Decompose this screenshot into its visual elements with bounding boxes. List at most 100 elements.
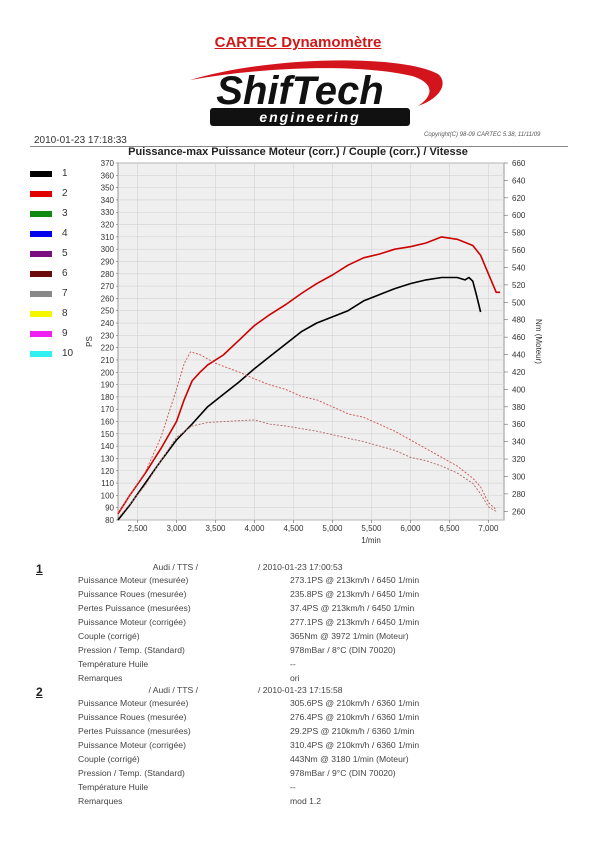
result-row: Remarques ori xyxy=(0,673,596,687)
x-tick-label: 2,500 xyxy=(127,524,148,533)
y-tick-label: 180 xyxy=(101,393,115,402)
result-label: Température Huile xyxy=(78,782,149,792)
result-label: Pertes Puissance (mesurées) xyxy=(78,726,191,736)
y2-tick-label: 340 xyxy=(512,438,526,447)
legend-label: 3 xyxy=(62,208,68,219)
result-value: 37.4PS @ 213km/h / 6450 1/min xyxy=(290,603,415,613)
result-label: Remarques xyxy=(78,673,123,683)
result-value: 365Nm @ 3972 1/min (Moteur) xyxy=(290,631,409,641)
y-tick-label: 260 xyxy=(101,294,115,303)
result-value: 29.2PS @ 210km/h / 6360 1/min xyxy=(290,726,415,736)
y-axis-label: PS xyxy=(85,336,94,347)
result-label: Pression / Temp. (Standard) xyxy=(78,645,185,655)
result-label: Couple (corrigé) xyxy=(78,631,140,641)
result-value: -- xyxy=(290,659,296,669)
result-row: Puissance Roues (mesurée) 235.8PS @ 213km… xyxy=(0,589,596,603)
result-label: Température Huile xyxy=(78,659,149,669)
legend-swatch xyxy=(30,311,52,317)
result-label: Puissance Roues (mesurée) xyxy=(78,712,187,722)
y-tick-label: 170 xyxy=(101,405,115,414)
copyright-text: Copyright(C) 98-09 CARTEC 5.38, 11/11/09 xyxy=(424,132,541,138)
y-tick-label: 220 xyxy=(101,344,115,353)
y-tick-label: 200 xyxy=(101,368,115,377)
result-row: Pertes Puissance (mesurées) 29.2PS @ 210k… xyxy=(0,726,596,740)
x-tick-label: 5,500 xyxy=(361,524,382,533)
y-tick-label: 340 xyxy=(101,196,115,205)
result-row: Pression / Temp. (Standard) 978mBar / 9°C… xyxy=(0,768,596,782)
y-tick-label: 330 xyxy=(101,208,115,217)
y-tick-label: 280 xyxy=(101,270,115,279)
result-row: Remarques mod 1.2 xyxy=(0,796,596,810)
result-label: Pertes Puissance (mesurées) xyxy=(78,603,191,613)
legend-swatch xyxy=(30,231,52,237)
y-tick-label: 160 xyxy=(101,418,115,427)
y-tick-label: 300 xyxy=(101,245,115,254)
report-datetime: 2010-01-23 17:18:33 xyxy=(34,135,127,146)
series-line-torque-1 xyxy=(117,419,497,519)
y2-tick-label: 320 xyxy=(512,455,526,464)
result-row: Température Huile -- xyxy=(0,659,596,673)
y2-tick-label: 660 xyxy=(512,159,526,168)
y2-tick-label: 640 xyxy=(512,176,526,185)
legend-swatch xyxy=(30,351,52,357)
x-tick-label: 7,000 xyxy=(478,524,499,533)
x-tick-label: 3,000 xyxy=(166,524,187,533)
y-tick-label: 240 xyxy=(101,319,115,328)
result-label: Puissance Moteur (mesurée) xyxy=(78,575,189,585)
header-divider xyxy=(30,146,568,147)
result-value: ori xyxy=(290,673,300,683)
report-title: CARTEC Dynamomètre xyxy=(214,34,382,51)
y-tick-label: 110 xyxy=(101,479,114,488)
x-tick-label: 3,500 xyxy=(205,524,226,533)
result-label: Puissance Moteur (corrigée) xyxy=(78,740,186,750)
x-axis-label: 1/min xyxy=(361,536,381,545)
result-row: Puissance Moteur (mesurée) 273.1PS @ 213k… xyxy=(0,575,596,589)
y-tick-label: 80 xyxy=(105,516,114,525)
y2-axis-label: Nm (Moteur) xyxy=(534,319,543,364)
result-label: Puissance Moteur (corrigée) xyxy=(78,617,186,627)
result-value: mod 1.2 xyxy=(290,796,322,806)
result-label: Puissance Roues (mesurée) xyxy=(78,589,187,599)
y2-tick-label: 280 xyxy=(512,490,526,499)
legend-swatch xyxy=(30,271,52,277)
y-tick-label: 310 xyxy=(101,233,115,242)
result-value: 443Nm @ 3180 1/min (Moteur) xyxy=(290,754,409,764)
legend-swatch xyxy=(30,291,52,297)
result-label: Puissance Moteur (mesurée) xyxy=(78,698,189,708)
y2-tick-label: 620 xyxy=(512,194,526,203)
x-tick-label: 4,500 xyxy=(283,524,304,533)
y2-tick-label: 420 xyxy=(512,368,526,377)
result-row: Pression / Temp. (Standard) 978mBar / 8°C… xyxy=(0,645,596,659)
shiftech-logo: ShifTech engineering xyxy=(190,60,443,126)
result-timestamp: / 2010-01-23 17:15:58 xyxy=(258,685,343,695)
result-value: 276.4PS @ 210km/h / 6360 1/min xyxy=(290,712,420,722)
legend-label: 1 xyxy=(62,168,68,179)
result-row: Couple (corrigé) 443Nm @ 3180 1/min (Mote… xyxy=(0,754,596,768)
result-row: Puissance Moteur (corrigée) 310.4PS @ 210… xyxy=(0,740,596,754)
result-value: 305.6PS @ 210km/h / 6360 1/min xyxy=(290,698,420,708)
legend-label: 7 xyxy=(62,288,68,299)
result-row: Puissance Moteur (mesurée) 305.6PS @ 210k… xyxy=(0,698,596,712)
result-label: Pression / Temp. (Standard) xyxy=(78,768,185,778)
y-tick-label: 100 xyxy=(101,491,115,500)
result-vehicle: Audi / TTS / xyxy=(152,562,198,572)
legend-label: 5 xyxy=(62,248,68,259)
result-label: Couple (corrigé) xyxy=(78,754,140,764)
legend-label: 8 xyxy=(62,308,68,319)
y-tick-label: 270 xyxy=(101,282,115,291)
y2-tick-label: 260 xyxy=(512,507,526,516)
legend-swatch xyxy=(30,331,52,337)
result-row: Pertes Puissance (mesurées) 37.4PS @ 213k… xyxy=(0,603,596,617)
y2-tick-label: 580 xyxy=(512,229,526,238)
result-value: 273.1PS @ 213km/h / 6450 1/min xyxy=(290,575,420,585)
dyno-chart: 80 90 100 110 120 130 140 150 160 170 180 190 200 210… xyxy=(85,159,543,545)
x-tick-label: 5,000 xyxy=(322,524,343,533)
result-value: -- xyxy=(290,782,296,792)
result-row: Puissance Moteur (corrigée) 277.1PS @ 213… xyxy=(0,617,596,631)
legend-label: 10 xyxy=(62,348,74,359)
y2-tick-label: 460 xyxy=(512,333,526,342)
result-value: 235.8PS @ 213km/h / 6450 1/min xyxy=(290,589,420,599)
y2-tick-label: 440 xyxy=(512,351,526,360)
logo-main-text: ShifTech xyxy=(216,69,383,113)
legend-swatch xyxy=(30,191,52,197)
